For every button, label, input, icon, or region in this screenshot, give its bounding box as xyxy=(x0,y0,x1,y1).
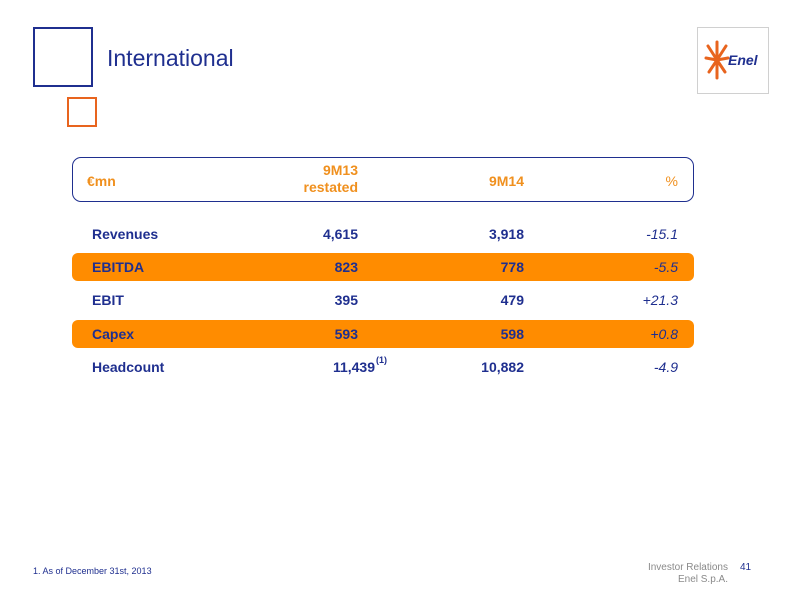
row-label: EBITDA xyxy=(92,259,145,275)
row-9m13-value: 4,615 xyxy=(322,226,358,242)
enel-sun-icon xyxy=(704,40,730,80)
row-pct-value: +21.3 xyxy=(642,292,678,308)
page-title: International xyxy=(107,45,234,71)
footer-org-line2: Enel S.p.A. xyxy=(677,574,728,585)
row-9m14-value: 598 xyxy=(500,326,524,342)
row-pct-value: -15.1 xyxy=(646,226,678,242)
highlight-band-capex xyxy=(72,320,694,348)
footer-org-line1: Investor Relations xyxy=(647,562,728,573)
logo-text: Enel xyxy=(728,52,758,68)
col-9m13-header: 9M13 restated xyxy=(303,162,358,195)
highlight-band-ebitda xyxy=(72,253,694,281)
table-header xyxy=(72,157,694,202)
row-pct-value: -4.9 xyxy=(653,359,678,375)
page-number: 41 xyxy=(740,562,752,573)
row-label: Headcount xyxy=(92,359,165,375)
decor-square-blue xyxy=(33,27,93,87)
row-pct-value: -5.5 xyxy=(653,259,678,275)
col-9m14-header: 9M14 xyxy=(488,173,524,189)
col-unit-header: €mn xyxy=(87,173,116,189)
decor-square-orange xyxy=(67,97,97,127)
footer-org: Investor Relations Enel S.p.A. xyxy=(648,562,728,586)
row-label: EBIT xyxy=(92,292,124,308)
col-pct-header: % xyxy=(665,173,678,189)
enel-logo: Enel xyxy=(697,27,769,94)
row-label: Revenues xyxy=(92,226,159,242)
row-9m14-value: 10,882 xyxy=(481,359,524,375)
row-9m14-value: 778 xyxy=(500,259,524,275)
row-9m13-value: 593 xyxy=(334,326,358,342)
row-9m14-value: 479 xyxy=(500,292,524,308)
row-pct-value: +0.8 xyxy=(650,326,678,342)
row-9m13-value: 823 xyxy=(334,259,358,275)
row-9m13-value: 11,439 xyxy=(332,359,375,375)
row-9m14-value: 3,918 xyxy=(488,226,524,242)
row-9m13-value: 395 xyxy=(334,292,358,308)
row-9m13-value-wrap: 11,439 (1) xyxy=(332,355,387,375)
footnote: 1. As of December 31st, 2013 xyxy=(33,566,152,576)
row-label: Capex xyxy=(92,326,135,342)
footnote-marker: (1) xyxy=(376,355,387,365)
